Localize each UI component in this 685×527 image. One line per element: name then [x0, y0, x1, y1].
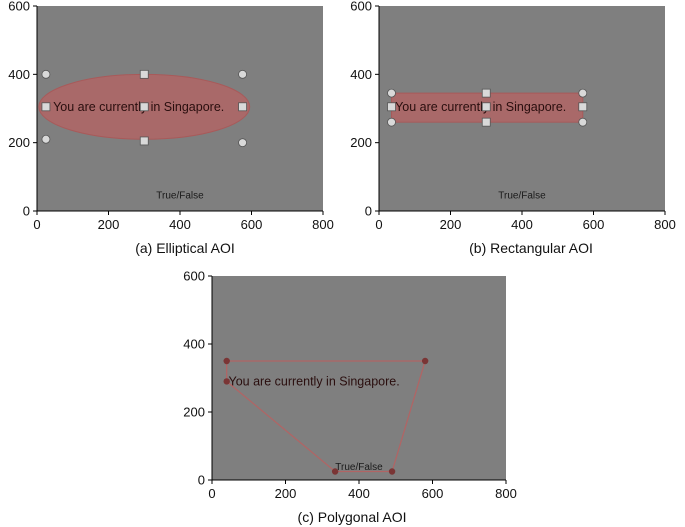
resize-handle-square[interactable] [387, 102, 396, 112]
stimulus-background [212, 276, 506, 480]
y-tick-label: 400 [183, 337, 205, 352]
panel-a: 0 200 400 600 800 0 200 400 600 You are currently… [8, 0, 334, 256]
stimulus-sentence: You are currently in Singapore. [395, 100, 566, 114]
rotate-handle-round[interactable] [578, 117, 588, 127]
x-tick-label: 200 [440, 217, 462, 232]
x-tick-label: 800 [495, 486, 517, 501]
x-tick-label: 600 [241, 217, 263, 232]
x-tick-label: 400 [169, 217, 191, 232]
panel-caption: (a) Elliptical AOI [135, 240, 235, 256]
rotate-handle-round[interactable] [41, 69, 51, 79]
panel-c: 0 200 400 600 800 0 200 400 600 You are currently… [183, 269, 517, 526]
panel-caption: (c) Polygonal AOI [298, 509, 407, 525]
y-tick-label: 200 [350, 135, 372, 150]
x-tick-label: 800 [312, 217, 334, 232]
rotate-handle-round[interactable] [238, 69, 247, 79]
true-false-prompt: True/False [156, 191, 204, 202]
true-false-prompt: True/False [498, 191, 546, 202]
resize-handle-square[interactable] [41, 102, 51, 112]
polygonal-aoi[interactable] [226, 360, 427, 473]
rotate-handle-round[interactable] [387, 88, 396, 98]
rotate-handle-round[interactable] [578, 88, 588, 98]
x-tick-label: 0 [208, 486, 215, 501]
resize-handle-square[interactable] [481, 88, 491, 98]
resize-handle-square[interactable] [139, 136, 149, 146]
resize-handle-square[interactable] [238, 102, 247, 112]
y-tick-label: 0 [23, 204, 30, 219]
rotate-handle-round[interactable] [41, 134, 51, 144]
resize-handle-square[interactable] [139, 102, 149, 112]
resize-handle-square[interactable] [481, 102, 491, 112]
x-tick-label: 400 [511, 217, 533, 232]
polygon-vertex[interactable] [331, 468, 339, 475]
stimulus-sentence: You are currently in Singapore. [229, 374, 400, 388]
y-tick-label: 0 [198, 473, 205, 488]
rotate-handle-round[interactable] [387, 117, 396, 127]
polygon-vertex[interactable] [388, 468, 396, 475]
rotate-handle-round[interactable] [238, 138, 247, 148]
resize-handle-square[interactable] [139, 69, 149, 79]
x-tick-label: 800 [654, 217, 676, 232]
x-tick-label: 200 [275, 486, 297, 501]
y-tick-label: 200 [8, 135, 30, 150]
y-tick-label: 600 [183, 269, 205, 284]
stimulus-sentence: You are currently in Singapore. [53, 100, 224, 114]
true-false-prompt: True/False [335, 462, 383, 473]
y-tick-label: 0 [365, 204, 372, 219]
y-tick-label: 400 [8, 67, 30, 82]
x-tick-label: 600 [583, 217, 605, 232]
x-tick-label: 0 [33, 217, 40, 232]
y-tick-label: 200 [183, 405, 205, 420]
x-tick-label: 600 [422, 486, 444, 501]
y-tick-label: 600 [350, 0, 372, 14]
resize-handle-square[interactable] [481, 117, 491, 127]
polygon-vertex[interactable] [223, 378, 230, 385]
x-tick-label: 200 [98, 217, 120, 232]
polygon-vertex[interactable] [223, 357, 230, 365]
y-tick-label: 400 [350, 67, 372, 82]
y-tick-label: 600 [8, 0, 30, 14]
panel-b: 0 200 400 600 800 0 200 400 600 You are currently… [350, 0, 676, 256]
x-tick-label: 400 [348, 486, 370, 501]
polygon-vertex[interactable] [421, 357, 429, 365]
resize-handle-square[interactable] [578, 102, 588, 112]
panel-caption: (b) Rectangular AOI [469, 240, 593, 256]
x-tick-label: 0 [375, 217, 382, 232]
